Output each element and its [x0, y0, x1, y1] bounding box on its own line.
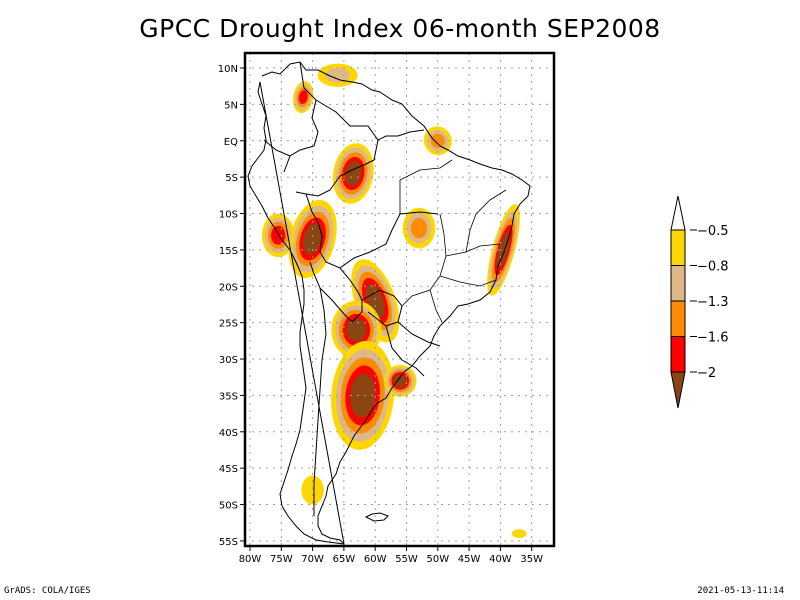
y-tick-label: 35S: [219, 391, 238, 402]
y-tick-label: 5S: [225, 173, 238, 184]
state-borders: [399, 159, 507, 323]
drought-region-north-colombia-venezuela: [325, 68, 351, 83]
country-borders: [263, 61, 441, 516]
drought-shading: [261, 63, 527, 539]
legend-label: −1.3: [697, 295, 729, 310]
continent-outline: [247, 61, 531, 545]
legend-swatch-below: [670, 371, 686, 409]
drought-region-central-brazil: [410, 217, 428, 239]
legend-label: −0.8: [697, 260, 729, 275]
x-tick-label: 45W: [458, 554, 481, 565]
legend-label: −1.6: [697, 331, 729, 346]
chart-title: GPCC Drought Index 06-month SEP2008: [139, 14, 661, 43]
drought-region-venezuela-colombia-border: [298, 90, 308, 105]
axes: 80W 75W 70W 65W 60W 55W 50W 45W 40W 35W 10N 5N EQ 5S 1…: [218, 64, 543, 565]
y-tick-label: 20S: [219, 282, 238, 293]
x-tick-label: 50W: [426, 554, 449, 565]
y-tick-label: 45S: [219, 464, 238, 475]
drought-region-eastern-brazil-coast: [496, 231, 511, 269]
legend-label: −2: [697, 366, 716, 381]
y-tick-label: 5N: [224, 100, 238, 111]
color-legend: −0.5 −0.8 −1.3 −1.6 −2: [670, 195, 729, 409]
x-tick-label: 40W: [489, 554, 512, 565]
y-tick-label: 55S: [219, 537, 238, 548]
drought-region-uruguay-south: [393, 374, 407, 388]
footer-credit: GrADS: COLA/IGES: [4, 586, 91, 596]
drought-region-peru-bolivia: [302, 223, 323, 255]
drought-region-patagonia-south: [301, 475, 324, 505]
drought-region-northern-argentina: [346, 318, 367, 342]
drought-region-pampas-argentina: [350, 373, 376, 418]
legend-swatch: [670, 265, 686, 302]
x-tick-label: 65W: [333, 554, 356, 565]
x-tick-label: 55W: [395, 554, 418, 565]
falkland-islands: [364, 512, 389, 522]
x-tick-label: 75W: [270, 554, 293, 565]
y-tick-label: 40S: [219, 428, 238, 439]
y-tick-label: 25S: [219, 319, 238, 330]
y-tick-label: 30S: [219, 355, 238, 366]
drought-region-south-georgia: [511, 529, 527, 539]
legend-swatch: [670, 229, 686, 266]
x-tick-label: 35W: [520, 554, 543, 565]
coastlines: [247, 61, 531, 545]
y-tick-label: 50S: [219, 501, 238, 512]
x-tick-label: 60W: [364, 554, 387, 565]
y-tick-label: 10S: [219, 210, 238, 221]
legend-swatch-above: [670, 195, 686, 231]
x-tick-label: 70W: [301, 554, 324, 565]
x-tick-label: 80W: [239, 554, 262, 565]
y-tick-label: EQ: [224, 137, 238, 148]
y-tick-label: 10N: [218, 64, 238, 75]
legend-swatch: [670, 336, 686, 373]
y-tick-label: 15S: [219, 246, 238, 257]
map-frame: [243, 51, 556, 548]
grid-lines: [245, 53, 554, 546]
legend-label: −0.5: [697, 224, 729, 239]
footer-timestamp: 2021-05-13-11:14: [697, 586, 784, 596]
drought-region-amapa-para-coast: [430, 133, 445, 148]
legend-swatch: [670, 300, 686, 337]
